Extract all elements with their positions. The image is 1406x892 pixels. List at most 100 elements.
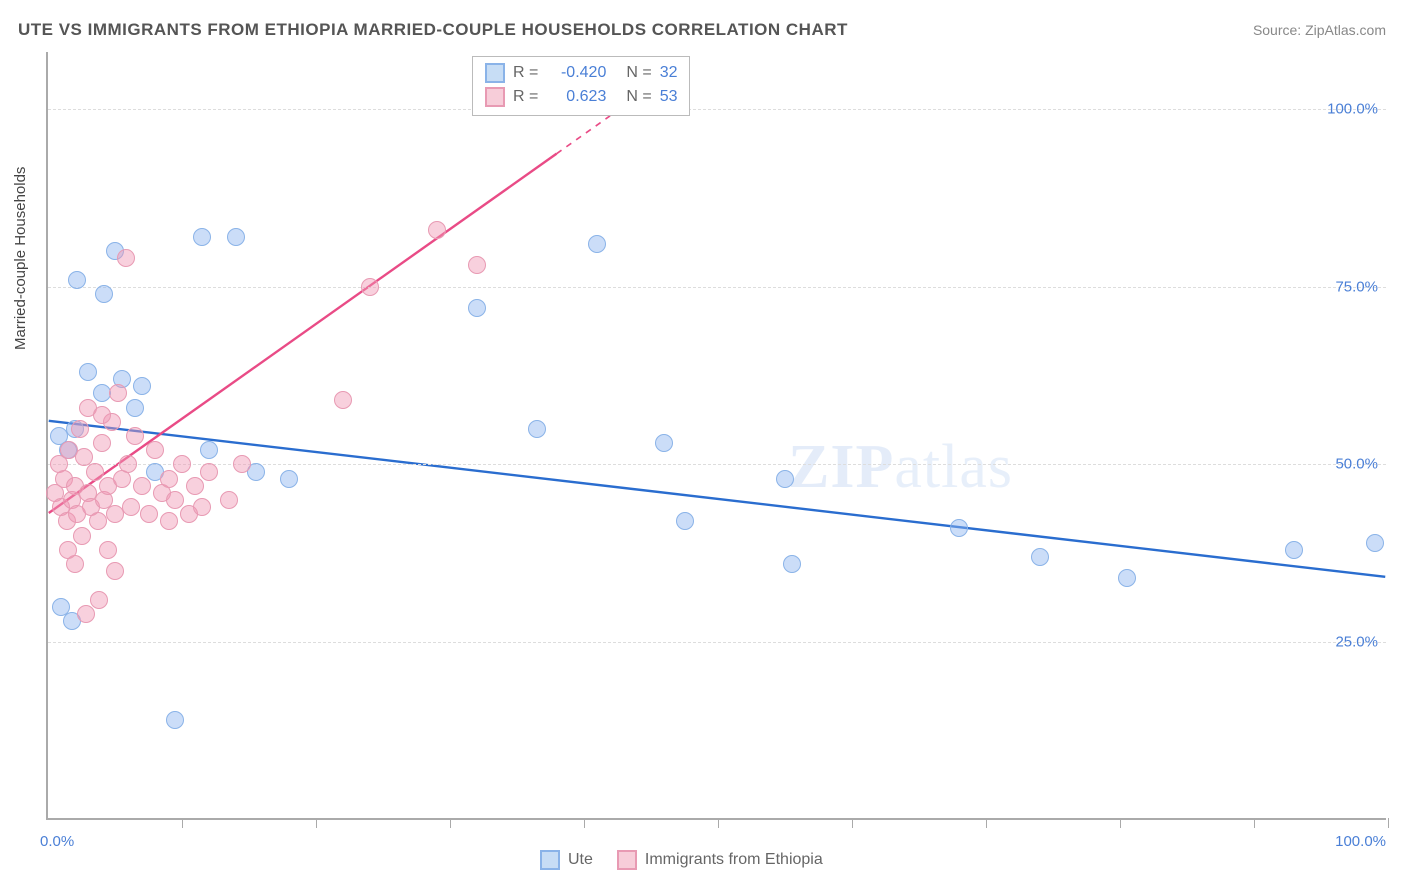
data-point bbox=[776, 470, 794, 488]
data-point bbox=[200, 441, 218, 459]
chart-container: UTE VS IMMIGRANTS FROM ETHIOPIA MARRIED-… bbox=[0, 0, 1406, 892]
series-legend-item: Immigrants from Ethiopia bbox=[617, 850, 823, 870]
data-point bbox=[99, 541, 117, 559]
data-point bbox=[93, 434, 111, 452]
data-point bbox=[1366, 534, 1384, 552]
data-point bbox=[77, 605, 95, 623]
data-point bbox=[95, 285, 113, 303]
x-tick bbox=[718, 818, 719, 828]
data-point bbox=[133, 377, 151, 395]
legend-row: R = 0.623 N = 53 bbox=[485, 85, 677, 109]
data-point bbox=[468, 256, 486, 274]
data-point bbox=[109, 384, 127, 402]
data-point bbox=[166, 491, 184, 509]
data-point bbox=[119, 455, 137, 473]
regression-line-0 bbox=[49, 421, 1386, 577]
data-point bbox=[59, 541, 77, 559]
data-point bbox=[233, 455, 251, 473]
data-point bbox=[68, 271, 86, 289]
series-name: Ute bbox=[568, 851, 593, 869]
data-point bbox=[186, 477, 204, 495]
y-tick-label: 25.0% bbox=[1335, 634, 1378, 651]
data-point bbox=[193, 228, 211, 246]
x-tick bbox=[1254, 818, 1255, 828]
regression-lines-layer bbox=[48, 52, 1386, 818]
data-point bbox=[227, 228, 245, 246]
data-point bbox=[655, 434, 673, 452]
gridline-h bbox=[48, 642, 1386, 643]
data-point bbox=[193, 498, 211, 516]
regression-line-dashed-1 bbox=[557, 116, 610, 154]
x-tick bbox=[316, 818, 317, 828]
data-point bbox=[468, 299, 486, 317]
legend-n-label: N = bbox=[626, 64, 651, 82]
x-tick-label-left: 0.0% bbox=[40, 833, 74, 850]
gridline-h bbox=[48, 109, 1386, 110]
data-point bbox=[428, 221, 446, 239]
data-point bbox=[160, 470, 178, 488]
data-point bbox=[71, 420, 89, 438]
data-point bbox=[126, 399, 144, 417]
data-point bbox=[528, 420, 546, 438]
legend-n-value: 53 bbox=[660, 88, 678, 106]
source-link[interactable]: ZipAtlas.com bbox=[1305, 22, 1386, 38]
series-legend-item: Ute bbox=[540, 850, 593, 870]
series-legend: Ute Immigrants from Ethiopia bbox=[540, 850, 823, 870]
x-tick bbox=[450, 818, 451, 828]
y-axis-label: Married-couple Households bbox=[12, 167, 29, 350]
x-tick bbox=[182, 818, 183, 828]
data-point bbox=[166, 711, 184, 729]
data-point bbox=[1285, 541, 1303, 559]
data-point bbox=[90, 591, 108, 609]
data-point bbox=[93, 406, 111, 424]
x-tick bbox=[584, 818, 585, 828]
data-point bbox=[106, 562, 124, 580]
data-point bbox=[334, 391, 352, 409]
legend-r-value: 0.623 bbox=[546, 88, 606, 106]
data-point bbox=[1031, 548, 1049, 566]
source-label: Source: bbox=[1253, 22, 1301, 38]
data-point bbox=[588, 235, 606, 253]
data-point bbox=[676, 512, 694, 530]
watermark: ZIPatlas bbox=[788, 432, 1013, 503]
data-point bbox=[783, 555, 801, 573]
series-name: Immigrants from Ethiopia bbox=[645, 851, 823, 869]
legend-n-label: N = bbox=[626, 88, 651, 106]
x-tick bbox=[986, 818, 987, 828]
legend-swatch bbox=[485, 87, 505, 107]
data-point bbox=[126, 427, 144, 445]
data-point bbox=[117, 249, 135, 267]
data-point bbox=[1118, 569, 1136, 587]
stats-legend: R =-0.420N =32R =0.623N =53 bbox=[472, 56, 690, 116]
legend-r-value: -0.420 bbox=[546, 64, 606, 82]
x-tick bbox=[1120, 818, 1121, 828]
data-point bbox=[73, 527, 91, 545]
legend-r-label: R = bbox=[513, 88, 538, 106]
legend-swatch bbox=[540, 850, 560, 870]
legend-r-label: R = bbox=[513, 64, 538, 82]
y-tick-label: 100.0% bbox=[1327, 100, 1378, 117]
y-tick-label: 75.0% bbox=[1335, 278, 1378, 295]
data-point bbox=[79, 363, 97, 381]
data-point bbox=[133, 477, 151, 495]
x-tick-label-right: 100.0% bbox=[1335, 833, 1386, 850]
data-point bbox=[220, 491, 238, 509]
data-point bbox=[200, 463, 218, 481]
data-point bbox=[950, 519, 968, 537]
source-credit: Source: ZipAtlas.com bbox=[1253, 22, 1386, 38]
legend-swatch bbox=[485, 63, 505, 83]
legend-swatch bbox=[617, 850, 637, 870]
data-point bbox=[146, 441, 164, 459]
x-tick bbox=[852, 818, 853, 828]
data-point bbox=[361, 278, 379, 296]
data-point bbox=[280, 470, 298, 488]
data-point bbox=[86, 463, 104, 481]
data-point bbox=[140, 505, 158, 523]
data-point bbox=[89, 512, 107, 530]
legend-row: R =-0.420N =32 bbox=[485, 61, 677, 85]
plot-area: ZIPatlas 25.0%50.0%75.0%100.0%0.0%100.0% bbox=[46, 52, 1386, 820]
x-tick bbox=[1388, 818, 1389, 828]
chart-title: UTE VS IMMIGRANTS FROM ETHIOPIA MARRIED-… bbox=[18, 20, 848, 40]
y-tick-label: 50.0% bbox=[1335, 456, 1378, 473]
watermark-atlas: atlas bbox=[894, 433, 1013, 501]
